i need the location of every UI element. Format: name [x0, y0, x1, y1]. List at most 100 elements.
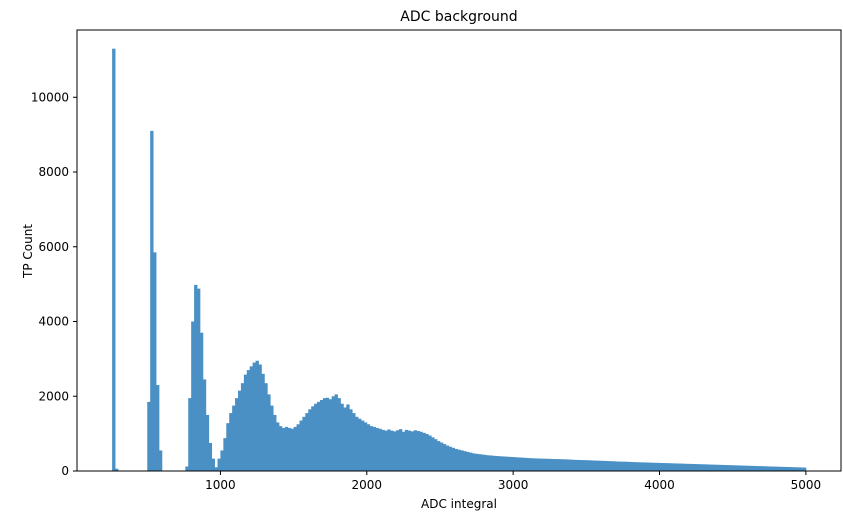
- histogram-bar: [422, 432, 426, 471]
- histogram-bar: [284, 426, 289, 471]
- histogram-bar: [565, 459, 570, 471]
- histogram-bar: [791, 467, 795, 471]
- histogram-bar: [700, 464, 704, 471]
- histogram-bar: [463, 451, 467, 471]
- histogram-bar: [779, 466, 783, 471]
- histogram-bar: [644, 462, 649, 471]
- histogram-bar: [317, 401, 321, 471]
- histogram-bar: [249, 366, 254, 471]
- y-tick-label: 4000: [38, 315, 69, 329]
- histogram-bar: [636, 462, 640, 471]
- histogram-bar: [571, 459, 576, 471]
- histogram-bars: [112, 48, 807, 472]
- histogram-bar: [641, 462, 646, 471]
- histogram-bar: [240, 383, 245, 471]
- histogram-bar: [381, 429, 385, 471]
- histogram-bar: [554, 459, 558, 471]
- histogram-bar: [188, 398, 192, 471]
- histogram-bar: [349, 409, 353, 471]
- histogram-bar: [469, 452, 473, 471]
- histogram-bar: [158, 450, 163, 471]
- histogram-bar: [533, 458, 537, 471]
- histogram-bar: [612, 461, 617, 471]
- histogram-bar: [293, 426, 297, 471]
- y-axis-label: TP Count: [21, 224, 35, 279]
- histogram-bar: [671, 463, 675, 471]
- histogram-bar: [761, 466, 766, 471]
- histogram-bar: [314, 403, 318, 471]
- histogram-bar: [606, 461, 611, 471]
- histogram-bar: [647, 462, 652, 471]
- histogram-bar: [302, 416, 306, 471]
- histogram-bar: [396, 430, 400, 471]
- histogram-bar: [378, 428, 382, 471]
- histogram-bar: [618, 461, 622, 471]
- histogram-bar: [568, 459, 573, 471]
- histogram-bar: [557, 459, 561, 471]
- histogram-bar: [115, 468, 119, 471]
- histogram-bar: [156, 385, 160, 471]
- histogram-bar: [639, 462, 643, 471]
- histogram-bar: [232, 405, 236, 471]
- histogram-bar: [325, 397, 330, 471]
- histogram-bar: [404, 429, 409, 471]
- histogram-bar: [194, 284, 198, 471]
- histogram-bar: [308, 409, 312, 471]
- chart-title: ADC background: [400, 9, 517, 25]
- histogram-bar: [483, 454, 488, 471]
- histogram-bar: [340, 403, 344, 471]
- histogram-bar: [495, 456, 499, 471]
- histogram-bar: [715, 464, 719, 471]
- histogram-bar: [800, 467, 804, 471]
- histogram-bar: [697, 464, 701, 471]
- histogram-bar: [785, 466, 789, 471]
- histogram-bar: [583, 460, 587, 471]
- histogram-bar: [328, 399, 333, 471]
- histogram-bar: [685, 463, 690, 471]
- histogram-bar: [592, 460, 596, 471]
- histogram-bar: [147, 401, 151, 471]
- histogram-bar: [577, 459, 581, 471]
- histogram-bar: [112, 48, 116, 472]
- histogram-bar: [387, 429, 391, 471]
- histogram-bar: [466, 451, 470, 471]
- histogram-bar: [372, 426, 376, 471]
- histogram-bar: [589, 460, 593, 471]
- histogram-bar: [527, 458, 532, 471]
- histogram-bar: [668, 463, 672, 471]
- histogram-bar: [434, 439, 438, 471]
- histogram-bar: [677, 463, 681, 471]
- histogram-bar: [756, 466, 760, 471]
- histogram-bar: [551, 458, 555, 471]
- histogram-bar: [694, 464, 698, 471]
- histogram-bar: [229, 413, 233, 471]
- histogram-bar: [226, 423, 230, 471]
- histogram-bar: [358, 418, 362, 471]
- histogram-bar: [454, 448, 458, 471]
- histogram-bar: [720, 464, 725, 471]
- histogram-bar: [366, 424, 371, 471]
- histogram-bar: [290, 428, 295, 471]
- histogram-bar: [659, 462, 663, 471]
- histogram-bar: [674, 463, 678, 471]
- histogram-bar: [548, 458, 552, 471]
- x-axis-label: ADC integral: [421, 497, 497, 511]
- histogram-bar: [767, 466, 772, 471]
- histogram-bar: [296, 424, 300, 471]
- histogram-bar: [609, 461, 614, 471]
- histogram-bar: [718, 464, 722, 471]
- y-tick-label: 0: [61, 464, 69, 478]
- histogram-bar: [627, 461, 631, 471]
- histogram-bar: [709, 464, 713, 471]
- histogram-bar: [759, 466, 763, 471]
- histogram-bar: [243, 374, 248, 471]
- histogram-bar: [598, 460, 602, 471]
- histogram-bar: [369, 426, 374, 471]
- histogram-bar: [726, 465, 731, 471]
- histogram-bar: [407, 430, 412, 471]
- histogram-bar: [255, 360, 259, 471]
- histogram-bar: [794, 467, 798, 471]
- histogram-bar: [235, 398, 239, 471]
- histogram-bar: [431, 437, 435, 471]
- histogram-bar: [507, 456, 511, 471]
